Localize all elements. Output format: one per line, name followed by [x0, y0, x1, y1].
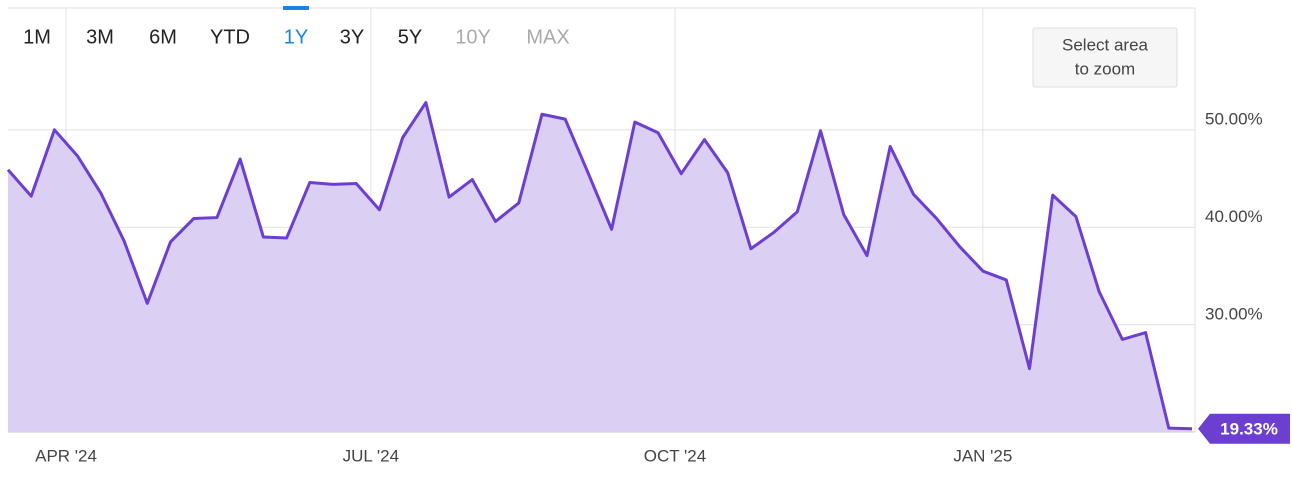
zoom-hint: to zoom [1075, 59, 1135, 78]
range-button[interactable]: 3Y [340, 26, 364, 48]
y-tick-label: 30.00% [1205, 304, 1263, 323]
value-badge [1198, 413, 1290, 444]
range-button: MAX [526, 26, 569, 48]
line [6, 101, 1193, 431]
range-button[interactable]: 1M [23, 26, 51, 48]
range-button[interactable]: YTD [210, 26, 250, 48]
zoom-hint: Select area [1062, 35, 1149, 54]
range-button[interactable]: 6M [149, 26, 177, 48]
range-button[interactable]: 1Y [284, 26, 308, 48]
area-fill [8, 102, 1192, 433]
x-tick-label: OCT '24 [644, 446, 706, 465]
value-label: 19.33% [1220, 419, 1278, 438]
y-tick-label: 40.00% [1205, 207, 1263, 226]
active-indicator [283, 6, 309, 10]
x-tick-label: JAN '25 [953, 446, 1012, 465]
range-button: 10Y [455, 26, 491, 48]
range-button[interactable]: 3M [86, 26, 114, 48]
y-tick-label: 50.00% [1205, 109, 1263, 128]
range-button[interactable]: 5Y [398, 26, 422, 48]
zoom-hint-box [1032, 27, 1178, 88]
x-tick-label: APR '24 [35, 446, 97, 465]
x-tick-label: JUL '24 [343, 446, 399, 465]
